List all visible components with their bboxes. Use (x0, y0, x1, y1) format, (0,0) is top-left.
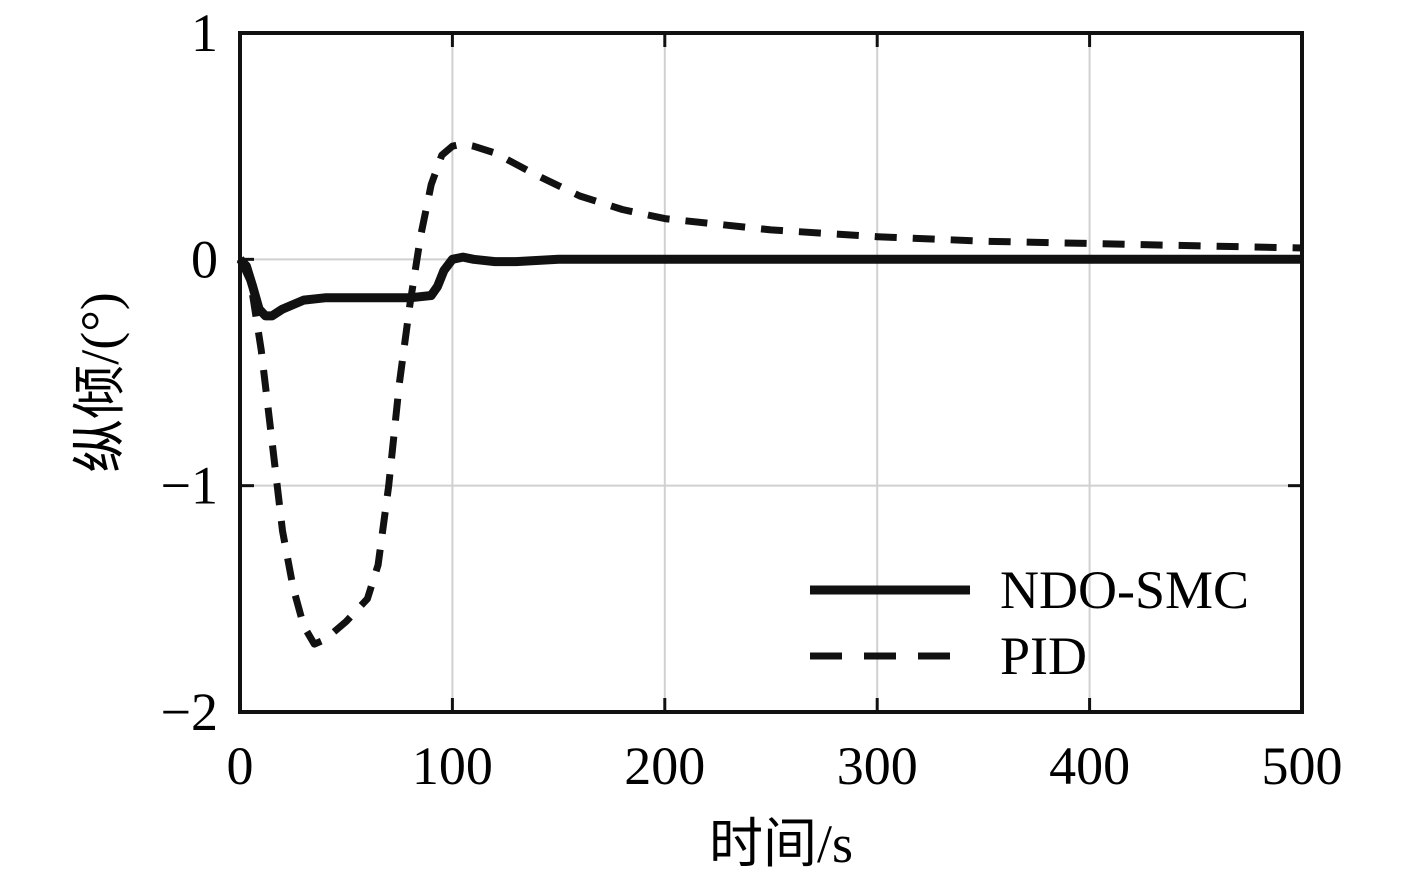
x-tick-label: 500 (1262, 736, 1343, 796)
y-tick-label: 1 (191, 3, 218, 63)
legend-label: PID (1000, 626, 1087, 686)
y-axis-label: 纵倾/(°) (70, 292, 130, 473)
y-tick-label: −2 (161, 682, 218, 742)
plot-frame (238, 31, 1304, 714)
x-tick-label: 100 (412, 736, 493, 796)
x-axis-label: 时间/s (709, 814, 853, 874)
x-tick-label: 400 (1049, 736, 1130, 796)
axis-ticks: 0 100 200 300 400 500 1 0 −1 −2 (161, 3, 1343, 796)
x-tick-label: 200 (624, 736, 705, 796)
series-line-ndo-smc (236, 252, 1302, 321)
y-tick-label: 0 (191, 229, 218, 289)
legend-label: NDO-SMC (1000, 560, 1249, 620)
x-tick-label: 300 (837, 736, 918, 796)
data-series (236, 140, 1303, 648)
y-tick-label: −1 (161, 456, 218, 516)
x-tick-label: 0 (227, 736, 254, 796)
